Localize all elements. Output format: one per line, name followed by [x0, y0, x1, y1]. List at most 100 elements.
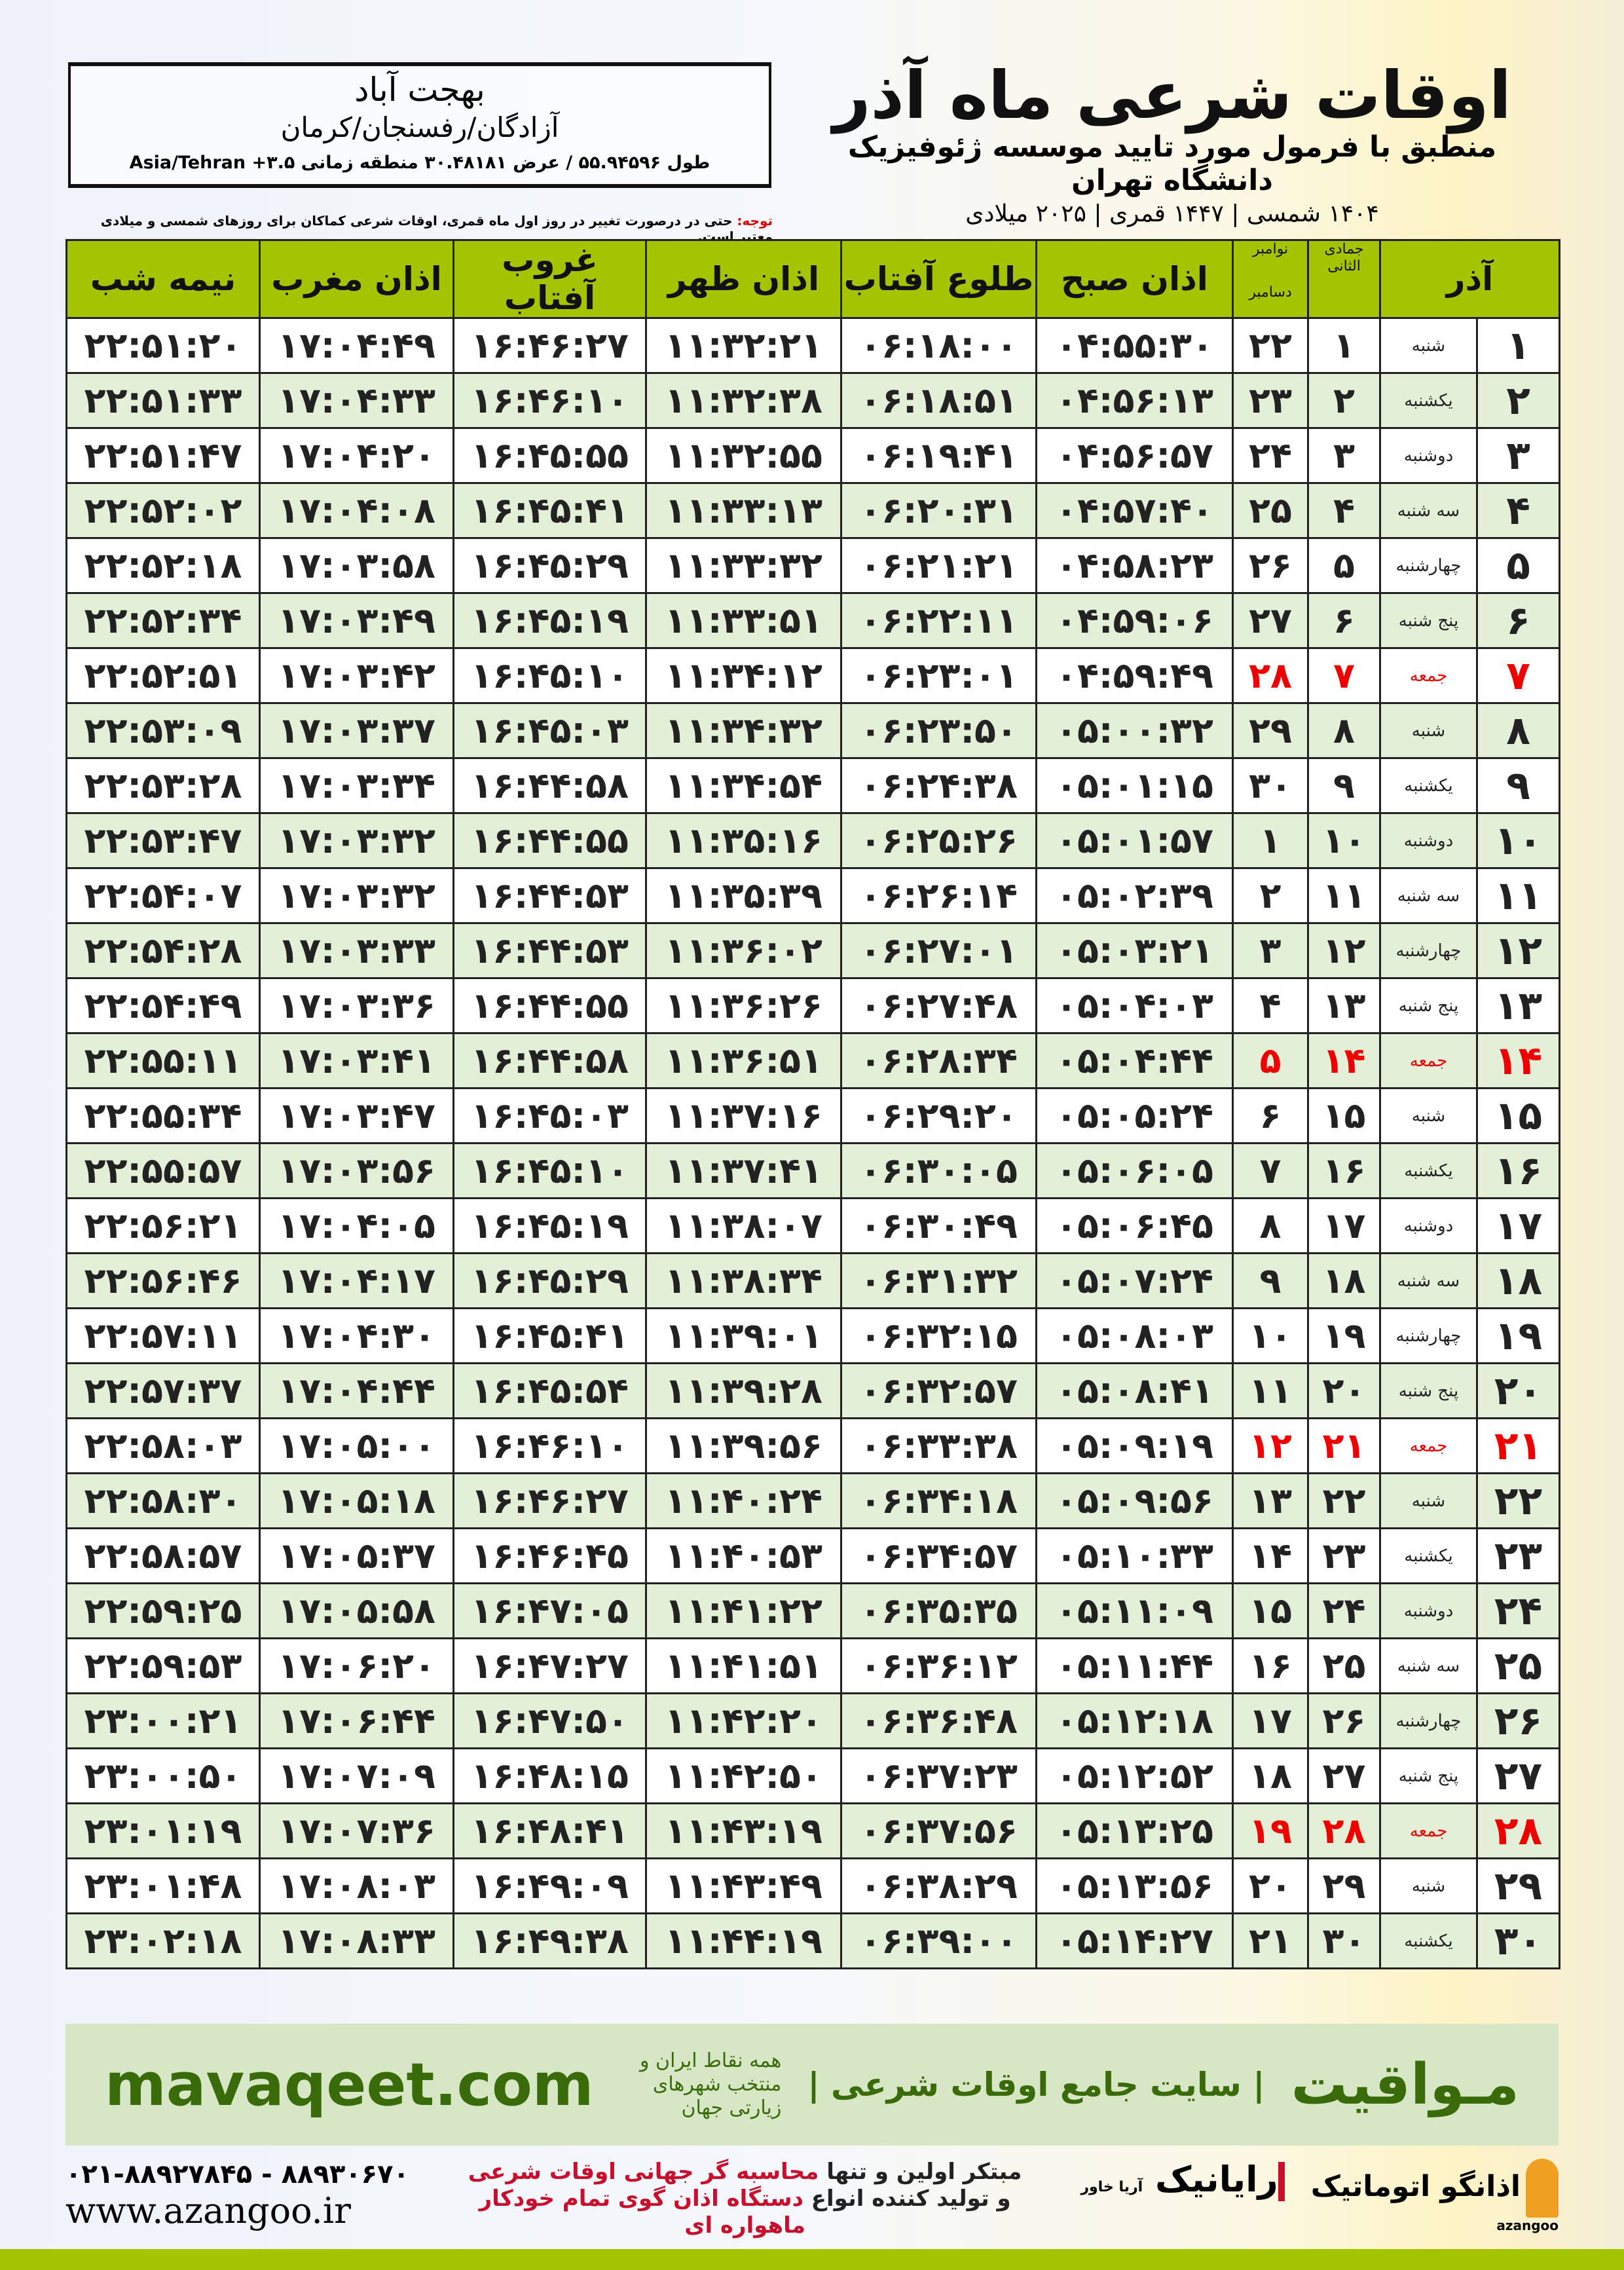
maghrib-time: ۱۷:۰۸:۰۳ [259, 1857, 454, 1914]
sunrise-time: ۰۶:۲۳:۰۱ [840, 647, 1037, 704]
sunset-time: ۱۶:۴۶:۲۷ [452, 1472, 647, 1529]
weekday: چهارشنبه [1379, 1307, 1478, 1364]
day-number: ۱۰ [1476, 812, 1560, 869]
gregorian-day: ۲۷ [1232, 592, 1309, 649]
dhuhr-time: ۱۱:۳۲:۳۸ [645, 372, 842, 429]
dhuhr-time: ۱۱:۴۳:۴۹ [645, 1857, 842, 1914]
dhuhr-time: ۱۱:۳۳:۳۲ [645, 537, 842, 594]
day-number: ۲۱ [1476, 1417, 1560, 1474]
sunrise-time: ۰۶:۳۲:۵۷ [840, 1362, 1037, 1419]
weekday: جمعه [1379, 1802, 1478, 1859]
day-number: ۱۲ [1476, 922, 1560, 979]
dhuhr-time: ۱۱:۴۳:۱۹ [645, 1802, 842, 1859]
gregorian-day: ۲۱ [1232, 1912, 1309, 1969]
midnight-time: ۲۲:۵۱:۳۳ [65, 372, 261, 429]
day-number: ۲۴ [1476, 1582, 1560, 1639]
day-number: ۱۵ [1476, 1087, 1560, 1144]
maghrib-time: ۱۷:۰۴:۳۰ [259, 1307, 454, 1364]
maghrib-time: ۱۷:۰۶:۲۰ [259, 1637, 454, 1694]
gregorian-day: ۲ [1232, 867, 1309, 924]
sunset-time: ۱۶:۴۶:۴۵ [452, 1527, 647, 1584]
weekday: پنج شنبه [1379, 1362, 1478, 1419]
gregorian-day: ۱۷ [1232, 1692, 1309, 1749]
mavaqeet-site[interactable]: mavaqeet.com [105, 2050, 594, 2119]
sunset-time: ۱۶:۴۶:۱۰ [452, 1417, 647, 1474]
day-number: ۱۹ [1476, 1307, 1560, 1364]
sunrise-time: ۰۶:۱۸:۰۰ [840, 317, 1037, 374]
weekday: چهارشنبه [1379, 922, 1478, 979]
sunrise-time: ۰۶:۳۶:۴۸ [840, 1692, 1037, 1749]
weekday: پنج شنبه [1379, 1747, 1478, 1804]
dhuhr-time: ۱۱:۳۸:۰۷ [645, 1197, 842, 1254]
table-row: ۱۲ چهارشنبه ۱۲ ۳ ۰۵:۰۳:۲۱ ۰۶:۲۷:۰۱ ۱۱:۳۶:۰۲ ۱۶:… [65, 922, 1560, 979]
gregorian-day: ۲۳ [1232, 372, 1309, 429]
qamari-day: ۱۴ [1307, 1032, 1381, 1089]
sunset-time: ۱۶:۴۵:۱۹ [452, 592, 647, 649]
midnight-time: ۲۲:۵۱:۲۰ [65, 317, 261, 374]
sunset-time: ۱۶:۴۹:۳۸ [452, 1912, 647, 1969]
weekday: سه شنبه [1379, 1637, 1478, 1694]
table-row: ۱۴ جمعه ۱۴ ۵ ۰۵:۰۴:۴۴ ۰۶:۲۸:۳۴ ۱۱:۳۶:۵۱ ۱۶:۴۴:۵… [65, 1032, 1560, 1089]
fajr-time: ۰۵:۱۱:۰۹ [1035, 1582, 1234, 1639]
gregorian-day: ۳ [1232, 922, 1309, 979]
table-row: ۱۶ یکشنبه ۱۶ ۷ ۰۵:۰۶:۰۵ ۰۶:۳۰:۰۵ ۱۱:۳۷:۴۱ ۱۶:۴۵… [65, 1142, 1560, 1199]
table-row: ۳۰ یکشنبه ۳۰ ۲۱ ۰۵:۱۴:۲۷ ۰۶:۳۹:۰۰ ۱۱:۴۴:۱۹ ۱۶:۴… [65, 1912, 1560, 1969]
sunrise-time: ۰۶:۲۰:۳۱ [840, 482, 1037, 539]
maghrib-time: ۱۷:۰۳:۴۲ [259, 647, 454, 704]
midnight-time: ۲۲:۵۱:۴۷ [65, 427, 261, 484]
qamari-day: ۲۷ [1307, 1747, 1381, 1804]
bottom-bar [0, 2249, 1624, 2270]
sunrise-time: ۰۶:۲۷:۴۸ [840, 977, 1037, 1034]
table-row: ۲ یکشنبه ۲ ۲۳ ۰۴:۵۶:۱۳ ۰۶:۱۸:۵۱ ۱۱:۳۲:۳۸ ۱۶:۴۶:… [65, 372, 1560, 429]
dhuhr-time: ۱۱:۳۷:۱۶ [645, 1087, 842, 1144]
azangoo-website[interactable]: www.azangoo.ir [65, 2190, 351, 2231]
sunrise-time: ۰۶:۲۷:۰۱ [840, 922, 1037, 979]
maghrib-time: ۱۷:۰۳:۴۹ [259, 592, 454, 649]
gregorian-day: ۱۱ [1232, 1362, 1309, 1419]
midnight-time: ۲۲:۵۴:۰۷ [65, 867, 261, 924]
table-row: ۱۳ پنج شنبه ۱۳ ۴ ۰۵:۰۴:۰۳ ۰۶:۲۷:۴۸ ۱۱:۳۶:۲۶ ۱۶:… [65, 977, 1560, 1034]
col-fajr: اذان صبح [1035, 239, 1234, 319]
day-number: ۲۲ [1476, 1472, 1560, 1529]
midnight-time: ۲۲:۵۴:۲۸ [65, 922, 261, 979]
midnight-time: ۲۳:۰۰:۲۱ [65, 1692, 261, 1749]
day-number: ۲۳ [1476, 1527, 1560, 1584]
fajr-time: ۰۴:۵۶:۵۷ [1035, 427, 1234, 484]
table-row: ۲۳ یکشنبه ۲۳ ۱۴ ۰۵:۱۰:۳۳ ۰۶:۳۴:۵۷ ۱۱:۴۰:۵۳ ۱۶:۴… [65, 1527, 1560, 1584]
azangoo-logo: اذانگو اتوماتیک azangoo [1311, 2159, 1559, 2233]
weekday: پنج شنبه [1379, 592, 1478, 649]
fajr-time: ۰۴:۵۹:۰۶ [1035, 592, 1234, 649]
day-number: ۱۴ [1476, 1032, 1560, 1089]
sunrise-time: ۰۶:۲۵:۲۶ [840, 812, 1037, 869]
midnight-time: ۲۲:۵۲:۰۲ [65, 482, 261, 539]
day-number: ۱۷ [1476, 1197, 1560, 1254]
sunset-time: ۱۶:۴۵:۵۵ [452, 427, 647, 484]
sunrise-time: ۰۶:۳۶:۱۲ [840, 1637, 1037, 1694]
gregorian-day: ۲۰ [1232, 1857, 1309, 1914]
sunrise-time: ۰۶:۳۳:۳۸ [840, 1417, 1037, 1474]
dhuhr-time: ۱۱:۴۰:۵۳ [645, 1527, 842, 1584]
region-name: آزادگان/رفسنجان/کرمان [280, 111, 559, 143]
footer-line-1: مبتکر اولین و تنها محاسبه گر جهانی اوقات… [435, 2159, 1054, 2186]
fajr-time: ۰۵:۱۱:۴۴ [1035, 1637, 1234, 1694]
sunrise-time: ۰۶:۳۰:۴۹ [840, 1197, 1037, 1254]
midnight-time: ۲۲:۵۵:۳۴ [65, 1087, 261, 1144]
maghrib-time: ۱۷:۰۳:۳۶ [259, 977, 454, 1034]
qamari-day: ۲۹ [1307, 1857, 1381, 1914]
day-number: ۲۶ [1476, 1692, 1560, 1749]
qamari-day: ۷ [1307, 647, 1381, 704]
weekday: جمعه [1379, 1032, 1478, 1089]
sunset-time: ۱۶:۴۵:۴۱ [452, 1307, 647, 1364]
sunrise-time: ۰۶:۳۱:۳۲ [840, 1252, 1037, 1309]
qamari-day: ۲۲ [1307, 1472, 1381, 1529]
weekday: جمعه [1379, 647, 1478, 704]
footer: ۰۲۱-۸۸۹۲۷۸۴۵ - ۸۸۹۳۰۶۷۰ www.azangoo.ir م… [65, 2159, 1559, 2244]
sunrise-time: ۰۶:۳۵:۳۵ [840, 1582, 1037, 1639]
qamari-day: ۱۱ [1307, 867, 1381, 924]
day-number: ۱۶ [1476, 1142, 1560, 1199]
sunrise-time: ۰۶:۳۴:۱۸ [840, 1472, 1037, 1529]
gregorian-day: ۲۹ [1232, 702, 1309, 759]
midnight-time: ۲۲:۵۶:۴۶ [65, 1252, 261, 1309]
maghrib-time: ۱۷:۰۴:۰۵ [259, 1197, 454, 1254]
weekday: چهارشنبه [1379, 1692, 1478, 1749]
